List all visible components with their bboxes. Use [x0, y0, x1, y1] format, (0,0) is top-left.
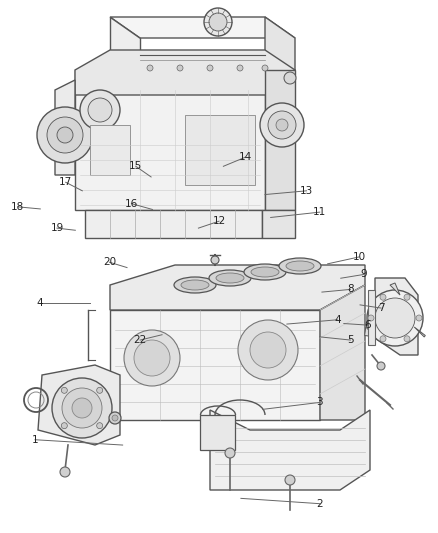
Polygon shape — [262, 210, 295, 238]
Circle shape — [237, 65, 243, 71]
Polygon shape — [265, 17, 295, 70]
Circle shape — [367, 290, 423, 346]
Polygon shape — [110, 17, 140, 70]
Polygon shape — [110, 265, 365, 310]
Circle shape — [368, 315, 374, 321]
Text: 14: 14 — [239, 152, 252, 162]
Circle shape — [88, 98, 112, 122]
Polygon shape — [200, 415, 235, 450]
Circle shape — [109, 412, 121, 424]
Polygon shape — [110, 310, 320, 420]
Circle shape — [147, 65, 153, 71]
Circle shape — [112, 415, 118, 421]
Polygon shape — [38, 365, 120, 445]
Circle shape — [204, 8, 232, 36]
Text: 7: 7 — [378, 303, 385, 313]
Text: 19: 19 — [50, 223, 64, 233]
Circle shape — [380, 336, 386, 342]
Polygon shape — [75, 70, 265, 210]
Circle shape — [375, 298, 415, 338]
Text: 4: 4 — [334, 315, 341, 325]
Polygon shape — [365, 327, 376, 337]
Circle shape — [60, 467, 70, 477]
Polygon shape — [210, 410, 370, 490]
Circle shape — [37, 107, 93, 163]
Circle shape — [377, 362, 385, 370]
Polygon shape — [55, 80, 75, 175]
Polygon shape — [390, 283, 400, 295]
Polygon shape — [320, 285, 365, 420]
Text: 2: 2 — [316, 499, 323, 508]
Polygon shape — [90, 125, 130, 175]
Circle shape — [285, 475, 295, 485]
Circle shape — [211, 256, 219, 264]
Text: 8: 8 — [347, 285, 354, 294]
Text: 16: 16 — [125, 199, 138, 208]
Ellipse shape — [286, 261, 314, 271]
Text: 10: 10 — [353, 252, 366, 262]
Polygon shape — [414, 327, 425, 337]
Circle shape — [97, 387, 102, 393]
Ellipse shape — [251, 267, 279, 277]
Ellipse shape — [279, 258, 321, 274]
Circle shape — [124, 330, 180, 386]
Circle shape — [80, 90, 120, 130]
Text: 20: 20 — [103, 257, 116, 267]
Circle shape — [284, 72, 296, 84]
Ellipse shape — [174, 277, 216, 293]
Circle shape — [52, 378, 112, 438]
Polygon shape — [185, 115, 255, 185]
Text: 9: 9 — [360, 270, 367, 279]
Circle shape — [262, 65, 268, 71]
Circle shape — [207, 65, 213, 71]
Text: 5: 5 — [347, 335, 354, 345]
Ellipse shape — [181, 280, 209, 290]
Polygon shape — [375, 278, 418, 355]
Ellipse shape — [209, 270, 251, 286]
Ellipse shape — [244, 264, 286, 280]
Text: 15: 15 — [129, 161, 142, 171]
Circle shape — [61, 423, 67, 429]
Text: 12: 12 — [212, 216, 226, 226]
Circle shape — [177, 65, 183, 71]
Polygon shape — [110, 17, 295, 38]
Circle shape — [209, 13, 227, 31]
Polygon shape — [368, 290, 375, 345]
Text: 1: 1 — [32, 435, 39, 445]
Text: 13: 13 — [300, 186, 313, 196]
Text: 18: 18 — [11, 202, 24, 212]
Circle shape — [416, 315, 422, 321]
Circle shape — [276, 119, 288, 131]
Text: 22: 22 — [134, 335, 147, 345]
Circle shape — [57, 127, 73, 143]
Circle shape — [260, 103, 304, 147]
Circle shape — [268, 111, 296, 139]
Circle shape — [134, 340, 170, 376]
Circle shape — [61, 387, 67, 393]
Circle shape — [404, 336, 410, 342]
Circle shape — [404, 294, 410, 300]
Circle shape — [62, 388, 102, 428]
Circle shape — [225, 448, 235, 458]
Circle shape — [72, 398, 92, 418]
Circle shape — [250, 332, 286, 368]
Polygon shape — [85, 210, 262, 238]
Text: 17: 17 — [59, 177, 72, 187]
Circle shape — [380, 294, 386, 300]
Text: 4: 4 — [36, 298, 43, 308]
Text: 3: 3 — [316, 398, 323, 407]
Polygon shape — [265, 70, 295, 210]
Text: 11: 11 — [313, 207, 326, 217]
Circle shape — [238, 320, 298, 380]
Polygon shape — [75, 50, 295, 95]
Circle shape — [97, 423, 102, 429]
Text: 6: 6 — [364, 320, 371, 330]
Circle shape — [47, 117, 83, 153]
Ellipse shape — [216, 273, 244, 283]
